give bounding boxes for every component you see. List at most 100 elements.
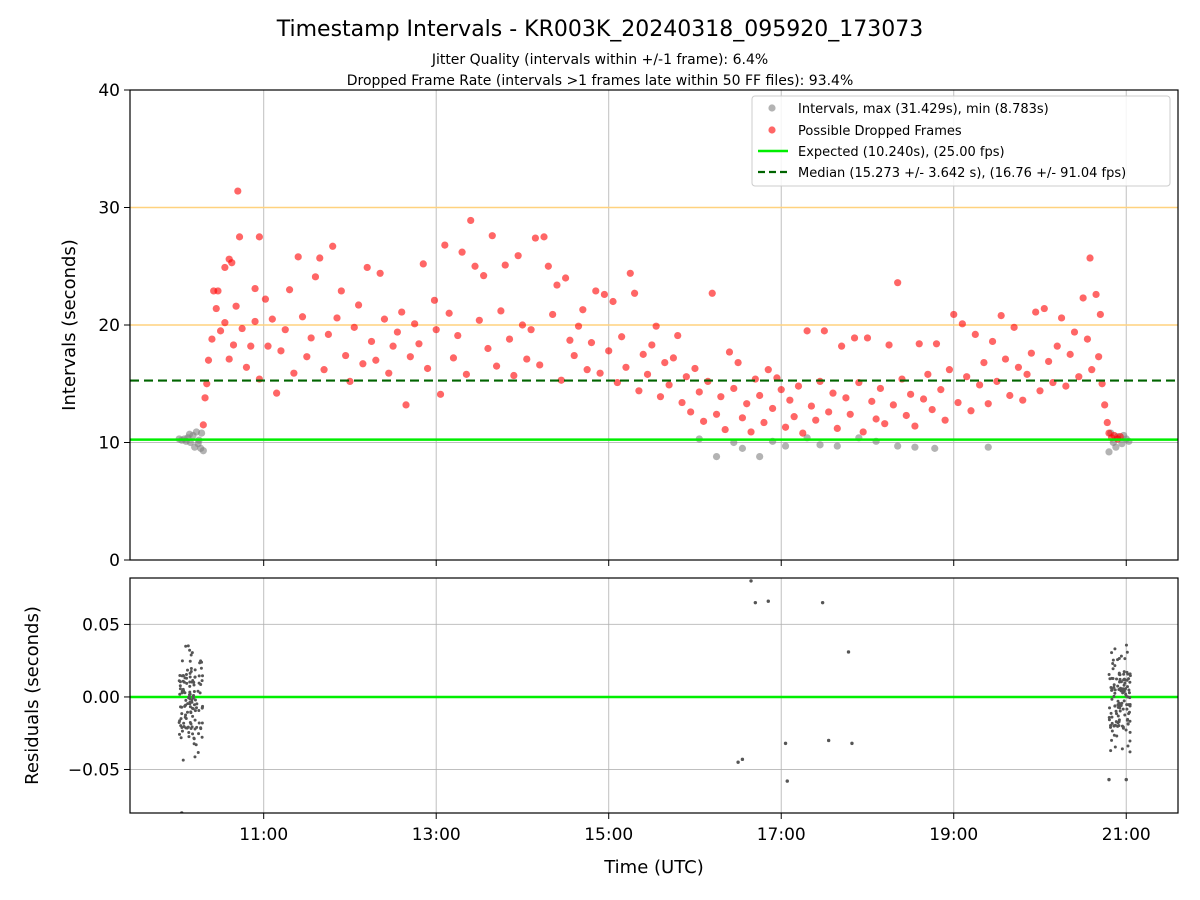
dropped-frame-point xyxy=(333,314,341,322)
dropped-frame-point xyxy=(613,378,621,387)
dropped-frame-point xyxy=(881,420,889,428)
dropped-frame-point xyxy=(549,310,557,319)
residual-point xyxy=(1117,702,1121,706)
dropped-frame-point xyxy=(609,297,617,306)
residual-point xyxy=(1108,706,1112,710)
residual-point xyxy=(1110,651,1114,655)
dropped-frame-point xyxy=(281,326,289,334)
residual-point xyxy=(1113,647,1117,651)
residual-point xyxy=(740,757,745,762)
y-axis-label: Intervals (seconds) xyxy=(59,239,80,411)
dropped-frame-point xyxy=(411,320,419,328)
dropped-frame-point xyxy=(251,317,259,326)
residual-point xyxy=(198,661,202,665)
residual-point xyxy=(188,659,192,663)
dropped-frame-point xyxy=(540,233,548,241)
dropped-frame-point xyxy=(402,401,410,409)
residual-point xyxy=(193,755,197,759)
residual-point xyxy=(1112,733,1116,737)
dropped-frame-point xyxy=(868,397,876,405)
residual-point xyxy=(188,721,192,725)
dropped-frame-point xyxy=(201,394,209,402)
y-tick-label: 30 xyxy=(98,199,120,219)
dropped-frame-point xyxy=(682,373,690,381)
dropped-frame-point xyxy=(764,366,772,374)
dropped-frame-point xyxy=(699,417,708,425)
residual-point xyxy=(193,709,197,713)
residual-point xyxy=(189,711,193,715)
residual-point xyxy=(193,675,197,679)
dropped-frame-point xyxy=(203,380,211,388)
residual-point xyxy=(1128,730,1132,734)
residual-point xyxy=(1117,718,1121,722)
residual-point xyxy=(192,683,196,687)
dropped-frame-point xyxy=(553,281,561,289)
residual-point xyxy=(1126,722,1130,726)
residual-point xyxy=(187,696,191,700)
dropped-frame-point xyxy=(484,344,492,353)
residual-point xyxy=(1121,725,1125,729)
interval-point xyxy=(894,442,902,450)
dropped-frame-point xyxy=(363,263,371,272)
residual-point xyxy=(1116,684,1120,688)
residual-point xyxy=(192,693,196,697)
residual-point xyxy=(192,689,196,693)
dropped-frame-point xyxy=(214,287,222,295)
residual-point xyxy=(184,644,188,648)
residual-point xyxy=(184,726,188,730)
dropped-frame-point xyxy=(294,253,302,261)
dropped-frame-point xyxy=(247,342,255,350)
bottom-plot-area xyxy=(130,578,1178,813)
dropped-frame-point xyxy=(574,322,583,330)
dropped-frame-point xyxy=(1014,363,1023,371)
interval-point xyxy=(911,443,919,451)
dropped-frame-point xyxy=(876,384,885,393)
dropped-frame-point xyxy=(963,373,971,381)
dropped-frame-point xyxy=(1079,294,1087,302)
residual-point xyxy=(1116,699,1120,703)
interval-point xyxy=(1118,440,1126,448)
residual-point xyxy=(1113,704,1117,708)
dropped-frame-point xyxy=(204,356,213,364)
dropped-frame-point xyxy=(630,289,639,297)
y-tick-label: 10 xyxy=(98,434,120,454)
residual-point xyxy=(1107,673,1111,677)
residual-point xyxy=(1124,643,1128,647)
residual-point xyxy=(190,698,194,702)
dropped-frame-point xyxy=(691,364,699,373)
dropped-frame-point xyxy=(1116,433,1124,441)
chart-subtitle-dropped: Dropped Frame Rate (intervals >1 frames … xyxy=(347,73,854,89)
x-tick-label: 21:00 xyxy=(1102,825,1151,845)
dropped-frame-point xyxy=(743,400,751,408)
dropped-frame-point xyxy=(794,382,803,390)
dropped-frame-point xyxy=(648,341,656,349)
residual-point xyxy=(826,738,831,743)
chart-title: Timestamp Intervals - KR003K_20240318_09… xyxy=(276,17,924,42)
residual-point xyxy=(185,710,189,714)
residual-point xyxy=(200,735,204,739)
residual-point xyxy=(188,680,192,684)
residual-point xyxy=(1128,739,1132,743)
dropped-frame-point xyxy=(221,319,229,327)
legend-marker-intervals xyxy=(768,104,776,112)
residual-point xyxy=(188,684,192,688)
dropped-frame-point xyxy=(587,339,596,347)
residual-point xyxy=(1110,676,1114,680)
intervals-panel: 0 10 20 30 40 Intervals (seconds) Intervals, m… xyxy=(59,81,1179,571)
residual-point xyxy=(1124,678,1128,682)
dropped-frame-point xyxy=(238,324,246,333)
dropped-frame-point xyxy=(454,331,462,340)
dropped-frame-point xyxy=(941,416,949,424)
residual-point xyxy=(1110,715,1114,719)
residual-point xyxy=(1110,687,1114,691)
dropped-frame-point xyxy=(232,302,240,310)
dropped-frame-point xyxy=(212,304,220,313)
dropped-frame-point xyxy=(859,428,867,436)
residual-point xyxy=(181,758,185,762)
dropped-frame-point xyxy=(1040,304,1048,313)
dropped-frame-point xyxy=(518,321,527,329)
residual-point xyxy=(1121,687,1125,691)
dropped-frame-point xyxy=(579,306,587,314)
residual-point xyxy=(1110,721,1114,725)
dropped-frame-point xyxy=(756,391,764,400)
